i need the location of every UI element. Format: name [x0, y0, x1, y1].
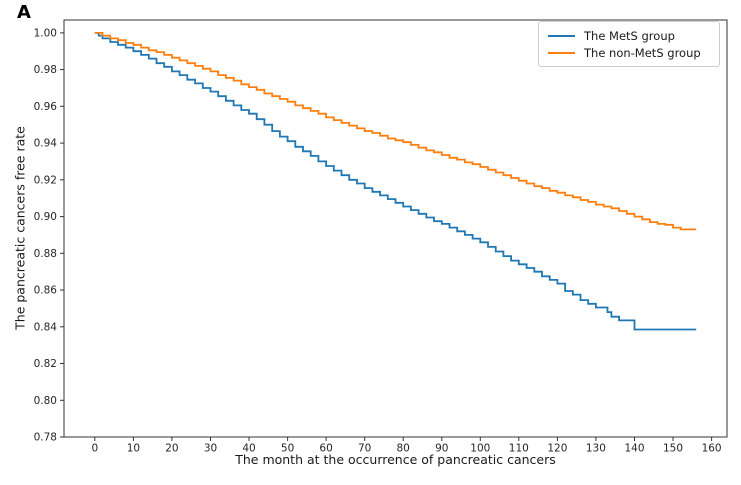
x-axis-title: The month at the occurrence of pancreati…	[235, 452, 556, 467]
x-tick-label: 150	[663, 443, 683, 455]
y-tick-label: 0.96	[34, 101, 58, 113]
x-tick-label: 70	[358, 443, 371, 455]
y-tick-label: 0.88	[34, 248, 57, 260]
non-mets-survival-curve	[94, 32, 697, 231]
x-tick-label: 20	[165, 443, 178, 455]
x-tick-label: 120	[547, 443, 567, 455]
y-tick-label: 0.92	[34, 174, 57, 186]
x-tick-label: 90	[435, 443, 448, 455]
x-tick-label: 50	[281, 443, 294, 455]
y-tick-label: 0.98	[34, 64, 57, 76]
y-tick-label: 1.00	[34, 28, 57, 40]
y-tick-label: 0.82	[34, 358, 57, 370]
x-tick-label: 100	[470, 443, 490, 455]
non-mets-line-swatch	[548, 51, 575, 54]
x-tick-label: 40	[242, 443, 255, 455]
plot-frame	[63, 19, 728, 438]
x-tick-label: 140	[624, 443, 644, 455]
y-tick-label: 0.94	[34, 138, 58, 150]
y-tick-label: 0.80	[34, 395, 57, 407]
legend: The MetS group The non-MetS group	[538, 21, 720, 67]
x-tick-label: 110	[509, 443, 529, 455]
y-tick-label: 0.90	[34, 211, 57, 223]
y-tick-label: 0.84	[34, 321, 58, 333]
legend-item-mets: The MetS group	[548, 29, 710, 43]
x-tick-label: 130	[586, 443, 606, 455]
x-tick-label: 80	[397, 443, 410, 455]
y-tick-label: 0.78	[34, 432, 57, 444]
y-axis-title: The pancreatic cancers free rate	[12, 126, 28, 330]
panel-label: A	[17, 2, 31, 23]
legend-item-non-mets: The non-MetS group	[548, 46, 710, 60]
y-tick-label: 0.86	[34, 285, 58, 297]
x-tick-label: 160	[702, 443, 722, 455]
mets-survival-curve	[94, 32, 697, 331]
legend-label-non-mets: The non-MetS group	[584, 45, 701, 60]
x-tick-label: 30	[204, 443, 217, 455]
x-tick-label: 60	[319, 443, 332, 455]
legend-label-mets: The MetS group	[584, 28, 675, 43]
x-tick-label: 0	[91, 443, 98, 455]
mets-line-swatch	[548, 34, 575, 37]
x-tick-label: 10	[127, 443, 140, 455]
